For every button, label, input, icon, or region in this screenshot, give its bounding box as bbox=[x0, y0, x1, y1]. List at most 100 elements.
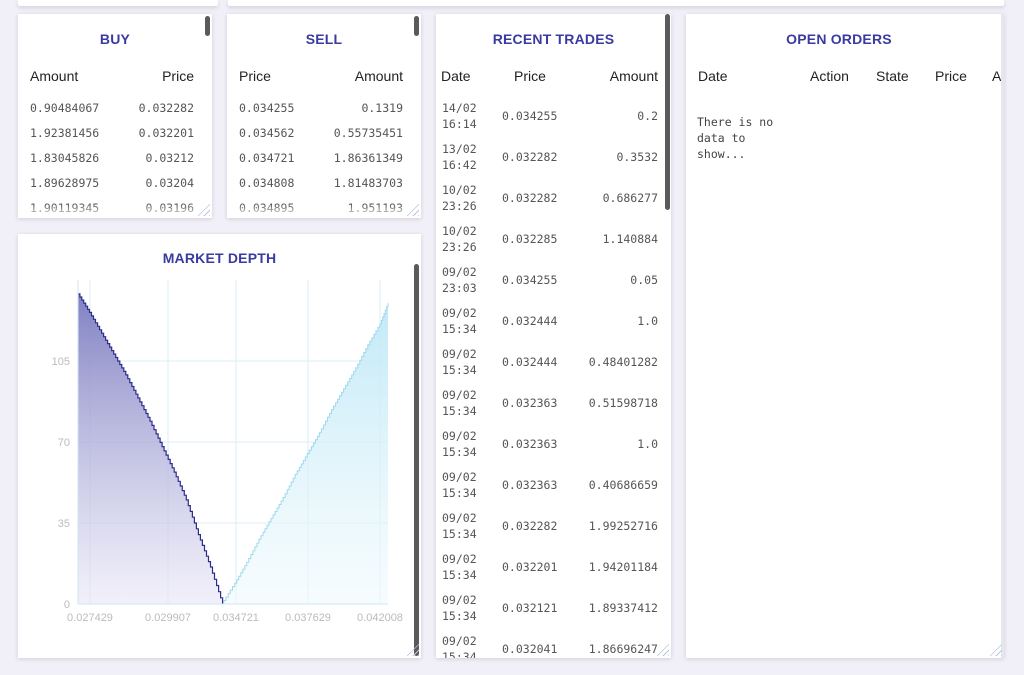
trade-price: 0.032285 bbox=[502, 232, 558, 246]
trade-date-time: 15:34 bbox=[442, 404, 477, 418]
buy-row[interactable]: 1.89628975 0.03204 bbox=[18, 176, 212, 198]
sell-amount: 0.55735451 bbox=[333, 126, 403, 140]
buy-panel-title: BUY bbox=[99, 31, 131, 47]
trade-date: 14/02 16:14 bbox=[442, 100, 486, 132]
trade-row[interactable]: 09/02 15:34 0.032444 0.48401282 bbox=[436, 346, 666, 387]
trade-row[interactable]: 09/02 23:03 0.034255 0.05 bbox=[436, 264, 666, 305]
trade-amount: 1.89337412 bbox=[588, 601, 658, 615]
trade-row[interactable]: 09/02 15:34 0.032363 1.0 bbox=[436, 428, 666, 469]
sell-panel-title: SELL bbox=[305, 31, 343, 47]
trade-date-day: 09/02 bbox=[442, 511, 477, 525]
sell-price: 0.034562 bbox=[239, 126, 295, 140]
buy-price: 0.03212 bbox=[145, 151, 194, 165]
sell-price: 0.034721 bbox=[239, 151, 295, 165]
trade-row[interactable]: 13/02 16:42 0.032282 0.3532 bbox=[436, 141, 666, 182]
trade-price: 0.032444 bbox=[502, 314, 558, 328]
trade-amount: 0.3532 bbox=[616, 150, 658, 164]
orders-col-price[interactable]: Price bbox=[935, 68, 967, 84]
buy-col-amount[interactable]: Amount bbox=[30, 68, 79, 84]
buy-scrollbar[interactable] bbox=[205, 16, 210, 36]
orders-col-action[interactable]: Action bbox=[810, 68, 849, 84]
trade-date-time: 15:34 bbox=[442, 568, 477, 582]
trades-col-amount[interactable]: Amount bbox=[609, 68, 658, 84]
trade-row[interactable]: 09/02 15:34 0.032363 0.51598718 bbox=[436, 387, 666, 428]
buy-col-price[interactable]: Price bbox=[162, 68, 194, 84]
top-panel-edge-right bbox=[228, 0, 1004, 6]
buy-row[interactable]: 1.92381456 0.032201 bbox=[18, 126, 212, 148]
sell-scrollbar[interactable] bbox=[414, 16, 419, 36]
trade-date: 09/02 15:34 bbox=[442, 387, 486, 419]
trade-date-day: 09/02 bbox=[442, 593, 477, 607]
buy-row[interactable]: 1.83045826 0.03212 bbox=[18, 151, 212, 173]
buy-panel: BUY Amount Price 0.90484067 0.032282 1.923… bbox=[18, 14, 212, 218]
buy-price: 0.03204 bbox=[145, 176, 194, 190]
trade-date-day: 09/02 bbox=[442, 347, 477, 361]
buy-fade bbox=[18, 204, 212, 218]
orders-col-date[interactable]: Date bbox=[698, 68, 728, 84]
sell-row[interactable]: 0.034721 1.86361349 bbox=[227, 151, 421, 173]
trade-date: 09/02 15:34 bbox=[442, 633, 486, 658]
sell-col-amount[interactable]: Amount bbox=[354, 68, 403, 84]
sell-price: 0.034255 bbox=[239, 101, 295, 115]
sell-panel: SELL Price Amount 0.034255 0.1319 0.034562… bbox=[227, 14, 421, 218]
recent-trades-title: RECENT TRADES bbox=[492, 31, 615, 47]
trade-amount: 1.94201184 bbox=[588, 560, 658, 574]
trade-date-day: 10/02 bbox=[442, 183, 477, 197]
trade-amount: 0.05 bbox=[630, 273, 658, 287]
trade-date: 09/02 15:34 bbox=[442, 428, 486, 460]
buy-price: 0.032201 bbox=[138, 126, 194, 140]
buy-amount: 1.89628975 bbox=[30, 176, 100, 190]
market-depth-chart[interactable]: 0 35 70 105 0.027429 0.029907 0.034721 0.037629… bbox=[18, 234, 421, 658]
sell-row[interactable]: 0.034255 0.1319 bbox=[227, 101, 421, 123]
depth-ask-area bbox=[221, 303, 388, 604]
sell-row[interactable]: 0.034562 0.55735451 bbox=[227, 126, 421, 148]
trade-price: 0.034255 bbox=[502, 273, 558, 287]
trade-amount: 0.40686659 bbox=[588, 478, 658, 492]
top-panel-edge-left bbox=[18, 0, 218, 6]
trade-row[interactable]: 09/02 15:34 0.032282 1.99252716 bbox=[436, 510, 666, 551]
orders-col-state[interactable]: State bbox=[876, 68, 909, 84]
trade-amount: 0.686277 bbox=[602, 191, 658, 205]
trade-row[interactable]: 09/02 15:34 0.032121 1.89337412 bbox=[436, 592, 666, 633]
trade-date: 10/02 23:26 bbox=[442, 223, 486, 255]
trade-date: 09/02 15:34 bbox=[442, 551, 486, 583]
trade-date-day: 09/02 bbox=[442, 634, 477, 648]
trades-col-date[interactable]: Date bbox=[441, 68, 471, 84]
market-depth-panel: MARKET DEPTH 0 35 70 105 0.027429 0.029907 0.0… bbox=[18, 234, 421, 658]
trade-row[interactable]: 10/02 23:26 0.032282 0.686277 bbox=[436, 182, 666, 223]
trade-row[interactable]: 09/02 15:34 0.032444 1.0 bbox=[436, 305, 666, 346]
trade-row[interactable]: 09/02 15:34 0.032201 1.94201184 bbox=[436, 551, 666, 592]
trade-date-time: 16:14 bbox=[442, 117, 477, 131]
trade-date: 10/02 23:26 bbox=[442, 182, 486, 214]
trade-date: 09/02 23:03 bbox=[442, 264, 486, 296]
trade-price: 0.032121 bbox=[502, 601, 558, 615]
sell-row[interactable]: 0.034808 1.81483703 bbox=[227, 176, 421, 198]
trade-date-time: 15:34 bbox=[442, 486, 477, 500]
trade-row[interactable]: 09/02 15:34 0.032041 1.86696247 bbox=[436, 633, 666, 658]
trade-row[interactable]: 10/02 23:26 0.032285 1.140884 bbox=[436, 223, 666, 264]
trade-date-time: 16:42 bbox=[442, 158, 477, 172]
depth-y-tick-label: 0 bbox=[64, 599, 70, 611]
depth-scrollbar[interactable] bbox=[414, 264, 419, 656]
trade-date-day: 10/02 bbox=[442, 224, 477, 238]
sell-col-price[interactable]: Price bbox=[239, 68, 271, 84]
trade-price: 0.032041 bbox=[502, 642, 558, 656]
orders-resize-handle[interactable] bbox=[988, 642, 1002, 656]
trade-date-time: 23:26 bbox=[442, 240, 477, 254]
depth-y-tick-label: 35 bbox=[58, 518, 70, 530]
trade-amount: 0.2 bbox=[637, 109, 658, 123]
trade-date-time: 23:26 bbox=[442, 199, 477, 213]
depth-x-tick-label: 0.029907 bbox=[145, 612, 191, 624]
orders-col-amount[interactable]: A bbox=[992, 68, 1002, 84]
trade-row[interactable]: 14/02 16:14 0.034255 0.2 bbox=[436, 100, 666, 141]
trades-col-price[interactable]: Price bbox=[514, 68, 546, 84]
trade-date-day: 09/02 bbox=[442, 552, 477, 566]
buy-row[interactable]: 0.90484067 0.032282 bbox=[18, 101, 212, 123]
trade-date-day: 09/02 bbox=[442, 470, 477, 484]
trade-date: 09/02 15:34 bbox=[442, 469, 486, 501]
trade-row[interactable]: 09/02 15:34 0.032363 0.40686659 bbox=[436, 469, 666, 510]
depth-y-tick-label: 105 bbox=[52, 356, 70, 368]
depth-x-tick-label: 0.037629 bbox=[285, 612, 331, 624]
trades-scrollbar[interactable] bbox=[665, 14, 670, 210]
depth-ask-line bbox=[221, 303, 389, 605]
